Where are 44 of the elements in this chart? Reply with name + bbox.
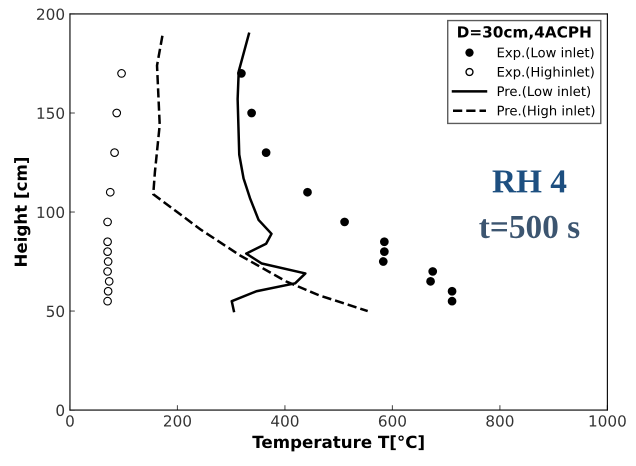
y-tick-label: 100	[38, 206, 64, 218]
y-tick-label: 50	[46, 306, 64, 318]
y-tick-label: 150	[38, 107, 64, 120]
point	[426, 276, 435, 286]
point	[104, 257, 112, 266]
y-tick-label: 200	[37, 8, 64, 20]
point	[112, 108, 122, 118]
point	[104, 276, 114, 286]
point	[117, 69, 126, 78]
x-tick-label: 1000	[590, 415, 626, 427]
x-tick-label: 800	[486, 415, 514, 427]
point	[262, 148, 270, 157]
point	[103, 296, 112, 306]
point	[340, 218, 349, 226]
point	[110, 148, 119, 157]
point	[303, 188, 312, 197]
x-axis-title: Temperature T[°C]	[252, 435, 424, 452]
x-tick-label: 400	[271, 415, 298, 427]
line-series	[152, 34, 369, 312]
point	[428, 267, 438, 276]
legend-label: Exp.(Highinlet)	[498, 66, 594, 80]
x-tick-label: 600	[378, 415, 406, 427]
x-tick-label: 0	[66, 415, 74, 427]
point	[103, 237, 112, 246]
point	[104, 286, 112, 296]
legend-title: D=30cm,4ACPH	[458, 26, 590, 40]
point	[380, 247, 389, 256]
point	[448, 296, 456, 306]
point	[106, 188, 115, 197]
point	[103, 218, 112, 226]
point	[247, 108, 256, 118]
legend-label: Pre.(High inlet)	[498, 105, 594, 118]
point	[103, 247, 112, 256]
annotation: t=500 s	[479, 216, 580, 238]
legend-label: Pre.(Low inlet)	[498, 86, 590, 98]
point	[380, 237, 389, 246]
point	[378, 257, 388, 266]
legend-label: Exp.(Low inlet)	[498, 47, 594, 60]
y-tick-label: 0	[56, 404, 64, 416]
x-tick-label: 200	[164, 415, 192, 427]
point	[448, 286, 456, 296]
y-axis-title: Height [cm]	[14, 158, 30, 266]
annotation: RH 4	[492, 170, 566, 192]
point	[103, 267, 112, 276]
